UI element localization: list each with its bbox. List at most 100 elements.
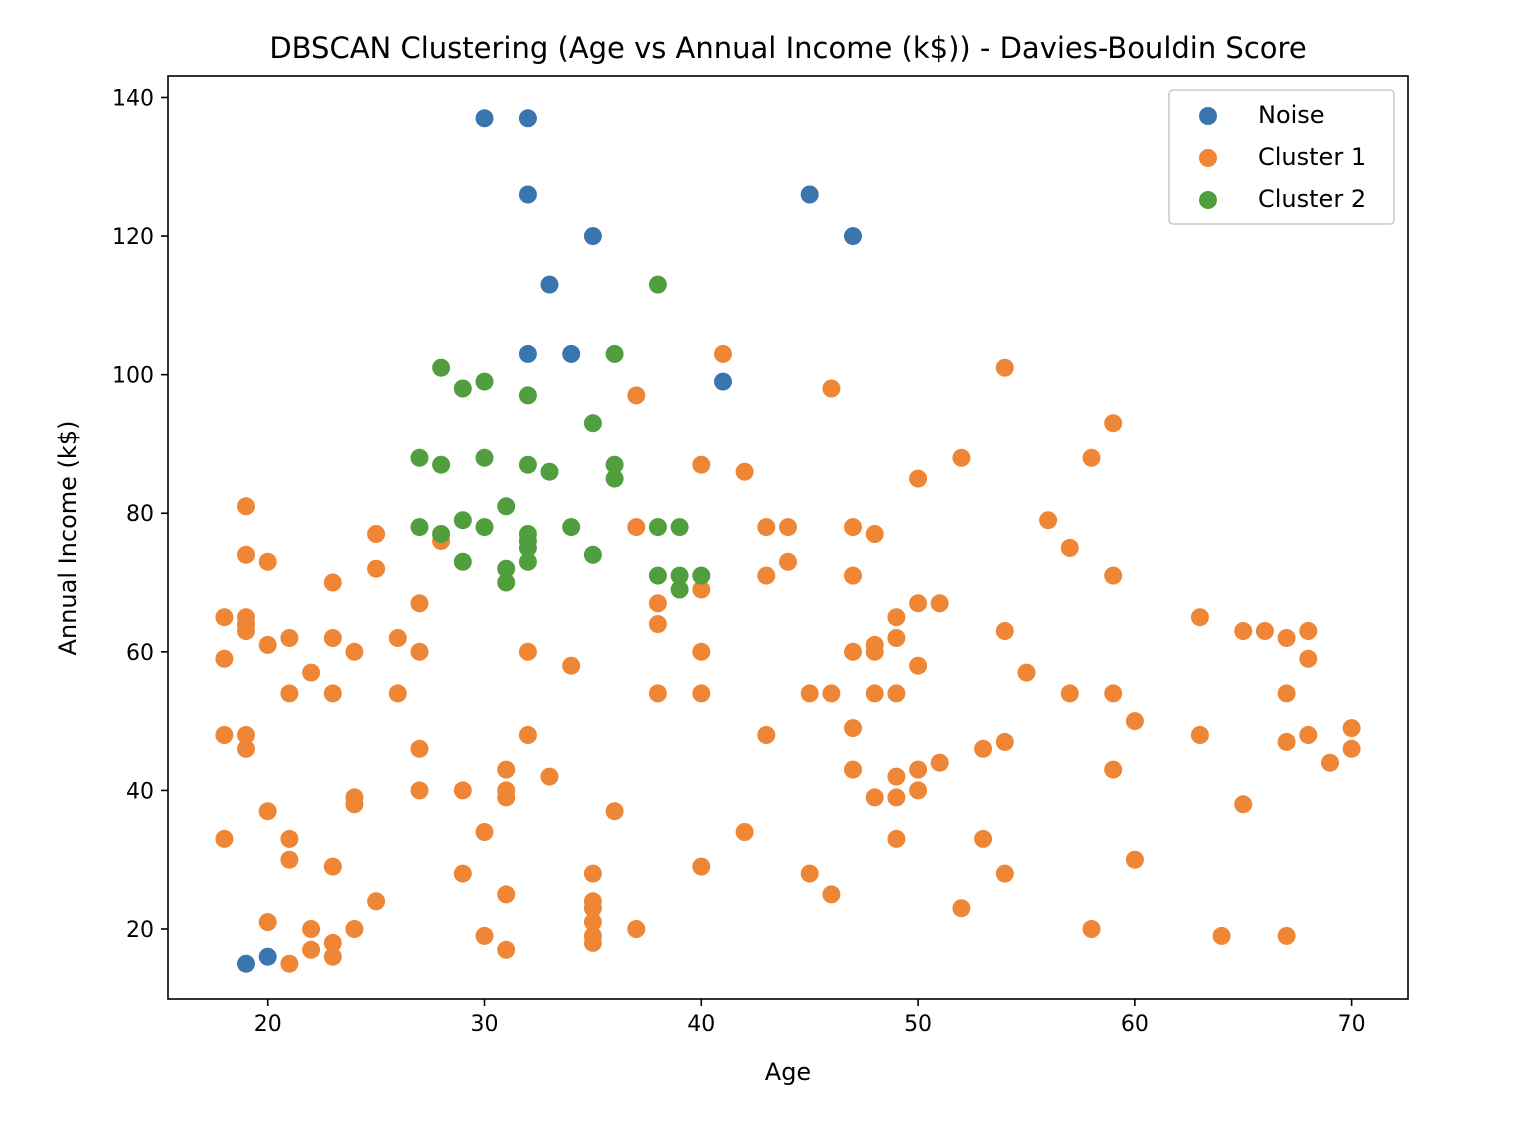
cluster-1-point [583, 864, 602, 883]
cluster-2-point [410, 448, 429, 467]
cluster-1-point [562, 656, 581, 675]
cluster-1-point [887, 767, 906, 786]
y-tick-label: 120 [112, 225, 154, 250]
x-tick-label: 70 [1338, 1012, 1366, 1037]
cluster-1-point [583, 933, 602, 952]
cluster-1-point [475, 926, 494, 945]
cluster-1-point [844, 566, 862, 585]
cluster-1-point [648, 594, 667, 613]
cluster-1-point [453, 781, 472, 800]
noise-point [800, 185, 819, 204]
cluster-1-point [779, 552, 797, 571]
cluster-1-point [345, 795, 364, 814]
cluster-1-point [280, 629, 299, 647]
cluster-1-point [909, 656, 928, 675]
cluster-1-point [1039, 511, 1058, 530]
cluster-1-point [800, 864, 819, 883]
cluster-1-point [844, 760, 862, 779]
cluster-1-point [1277, 629, 1296, 647]
legend-label-noise: Noise [1258, 101, 1325, 129]
cluster-2-point [670, 580, 689, 599]
cluster-1-point [280, 684, 299, 703]
cluster-2-point [518, 386, 537, 405]
points-layer [215, 109, 1361, 973]
noise-point [518, 344, 537, 363]
cluster-2-point [497, 497, 516, 516]
cluster-2-point [670, 566, 689, 585]
cluster-1-point [692, 857, 711, 876]
noise-point [518, 109, 537, 128]
cluster-1-point [302, 920, 321, 938]
cluster-1-point [258, 552, 277, 571]
cluster-1-point [1104, 684, 1123, 703]
cluster-1-point [909, 594, 928, 613]
cluster-2-point [583, 414, 602, 433]
cluster-1-point [1082, 920, 1101, 938]
cluster-1-point [648, 615, 667, 634]
cluster-2-point [475, 372, 494, 391]
cluster-1-point [1104, 414, 1123, 433]
cluster-2-point [432, 525, 451, 543]
cluster-1-point [258, 913, 277, 932]
noise-point [714, 372, 732, 391]
cluster-1-point [974, 829, 993, 848]
cluster-1-point [323, 947, 342, 966]
cluster-1-point [367, 559, 386, 578]
cluster-1-point [1060, 684, 1079, 703]
cluster-1-point [822, 885, 841, 904]
cluster-1-point [302, 940, 321, 959]
cluster-1-point [237, 497, 255, 516]
plot-frame [167, 75, 1409, 1000]
cluster-1-point [215, 829, 234, 848]
cluster-1-point [1017, 663, 1036, 682]
cluster-2-point [453, 379, 472, 398]
y-tick-label: 80 [126, 502, 154, 527]
cluster-1-point [497, 760, 516, 779]
cluster-1-point [1234, 622, 1253, 640]
cluster-1-point [1190, 726, 1209, 744]
cluster-1-point [215, 649, 234, 668]
cluster-1-point [887, 829, 906, 848]
cluster-1-point [627, 920, 646, 938]
cluster-1-point [410, 642, 429, 661]
cluster-1-point [237, 726, 255, 744]
y-tick-label: 100 [112, 364, 154, 389]
cluster-1-point [757, 518, 776, 537]
cluster-1-point [800, 684, 819, 703]
cluster-2-point [562, 518, 581, 537]
cluster-1-point [583, 899, 602, 918]
cluster-1-point [280, 954, 299, 973]
cluster-1-point [887, 629, 906, 647]
chart-title: DBSCAN Clustering (Age vs Annual Income … [269, 31, 1306, 65]
cluster-1-point [518, 726, 537, 744]
cluster-1-point [648, 684, 667, 703]
cluster-1-point [237, 545, 255, 564]
noise-point [258, 947, 277, 966]
cluster-1-point [1299, 726, 1318, 744]
cluster-1-point [605, 802, 624, 821]
cluster-1-point [1212, 926, 1231, 945]
cluster-1-point [1234, 795, 1253, 814]
x-tick-label: 40 [687, 1012, 715, 1037]
noise-point [518, 185, 537, 204]
cluster-1-point [887, 684, 906, 703]
cluster-1-point [453, 864, 472, 883]
cluster-1-point [844, 719, 862, 738]
cluster-1-point [822, 684, 841, 703]
legend: Noise Cluster 1 Cluster 2 [1168, 89, 1395, 225]
cluster-1-point [215, 726, 234, 744]
cluster-1-point [692, 642, 711, 661]
y-axis-ticks: 20 40 60 80 100 120 140 [112, 86, 168, 943]
legend-label-cluster-1: Cluster 1 [1258, 143, 1366, 171]
cluster-2-point [475, 518, 494, 537]
cluster-1-point [865, 684, 884, 703]
cluster-1-point [757, 566, 776, 585]
cluster-1-point [909, 469, 928, 488]
cluster-1-point [865, 788, 884, 807]
cluster-1-point [410, 739, 429, 758]
cluster-1-point [280, 829, 299, 848]
x-axis-ticks: 20 30 40 50 60 70 [254, 999, 1366, 1037]
y-tick-label: 40 [126, 779, 154, 804]
